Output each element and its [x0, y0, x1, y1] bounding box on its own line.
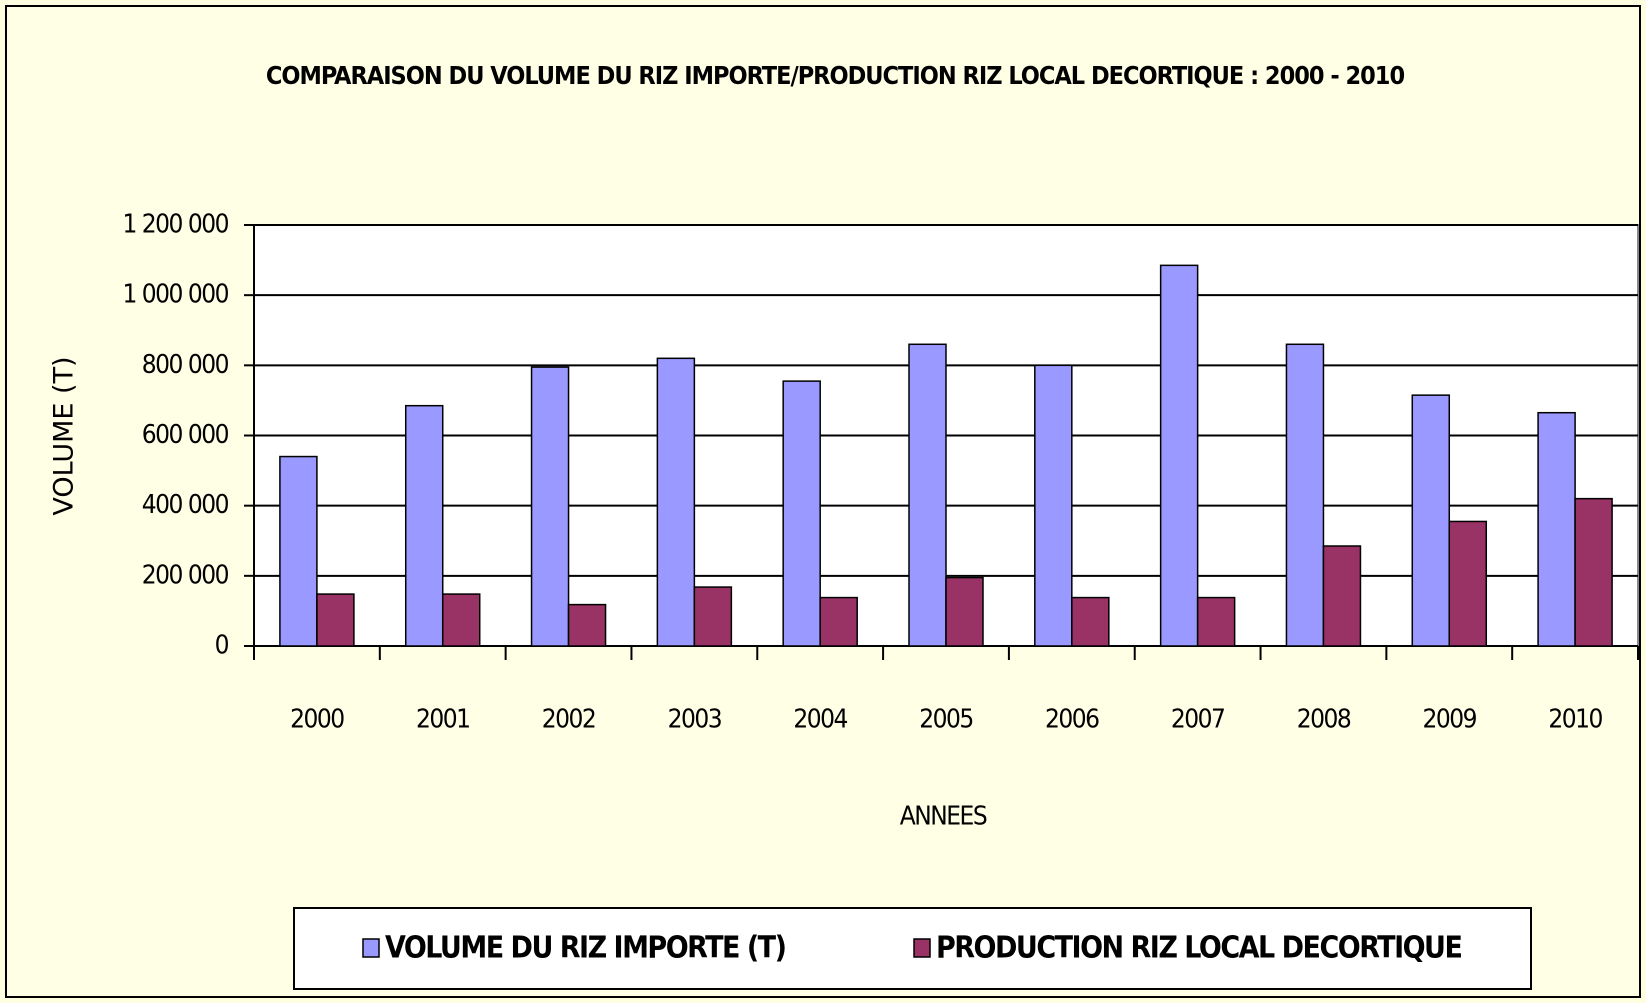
x-tick-label: 2001	[416, 705, 470, 735]
bar	[1322, 545, 1362, 647]
y-tick-label: 1 200 000	[122, 210, 228, 240]
y-axis-label: VOLUME (T)	[49, 356, 80, 515]
y-tick-label: 200 000	[142, 560, 229, 590]
bar	[567, 603, 607, 647]
y-tick-label: 400 000	[142, 490, 229, 520]
legend-swatch	[913, 938, 931, 958]
bar	[530, 366, 570, 647]
bar	[1537, 411, 1576, 647]
bar	[945, 576, 984, 647]
y-tick-label: 1 000 000	[122, 280, 228, 310]
bar	[1574, 497, 1613, 647]
bar	[404, 404, 444, 647]
legend-label: PRODUCTION RIZ LOCAL DECORTIQUE	[936, 931, 1461, 966]
bar	[1034, 364, 1073, 647]
x-tick-label: 2000	[290, 705, 344, 735]
x-tick-label: 2009	[1423, 705, 1477, 735]
bar	[441, 593, 481, 647]
bar	[1159, 264, 1199, 647]
legend-box	[293, 907, 1532, 990]
x-tick-label: 2004	[793, 705, 847, 735]
bar	[316, 593, 355, 647]
legend-swatch	[362, 938, 380, 958]
x-tick-label: 2007	[1171, 705, 1225, 735]
chart-title: COMPARAISON DU VOLUME DU RIZ IMPORTE/PRO…	[266, 61, 1405, 90]
x-tick-label: 2005	[919, 705, 973, 735]
legend-label: VOLUME DU RIZ IMPORTE (T)	[385, 931, 786, 966]
y-tick-label: 0	[215, 631, 229, 661]
x-tick-label: 2002	[542, 705, 596, 735]
x-tick-label: 2006	[1045, 705, 1099, 735]
bar	[908, 343, 947, 647]
y-tick-label: 600 000	[142, 420, 229, 450]
bar	[1071, 596, 1110, 647]
x-tick-label: 2008	[1297, 705, 1351, 735]
x-axis-label: ANNEES	[900, 802, 987, 832]
bar	[1448, 520, 1488, 647]
bar	[782, 380, 821, 647]
bar	[656, 357, 696, 647]
x-tick-label: 2003	[668, 705, 722, 735]
bar	[693, 586, 733, 647]
bar	[1285, 343, 1325, 647]
bar	[1411, 394, 1451, 647]
y-tick-label: 800 000	[142, 350, 229, 380]
bar	[1196, 596, 1236, 647]
bar	[279, 455, 318, 647]
x-tick-label: 2010	[1548, 705, 1602, 735]
bar	[819, 596, 858, 647]
